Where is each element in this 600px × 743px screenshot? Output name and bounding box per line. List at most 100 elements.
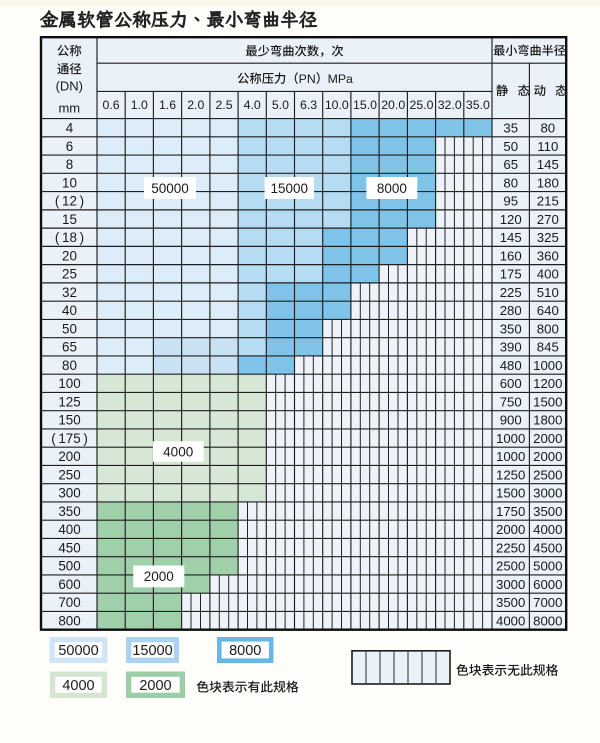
svg-text:900: 900 [500,413,522,428]
svg-text:390: 390 [500,340,522,355]
svg-text:145: 145 [500,230,522,245]
svg-text:10.0: 10.0 [325,98,349,112]
svg-text:1000: 1000 [496,449,525,464]
svg-text:4500: 4500 [533,540,562,555]
svg-text:8000: 8000 [533,613,562,628]
svg-text:4000: 4000 [62,678,94,694]
svg-text:2000: 2000 [144,569,174,584]
svg-text:50000: 50000 [58,643,98,659]
svg-text:2.0: 2.0 [187,98,204,112]
svg-text:845: 845 [537,340,559,355]
svg-text:40: 40 [62,303,77,318]
svg-text:100: 100 [58,376,80,391]
svg-text:1500: 1500 [533,394,562,409]
svg-text:80: 80 [62,358,77,373]
svg-text:25.0: 25.0 [410,98,434,112]
svg-text:225: 225 [500,285,522,300]
svg-text:1.6: 1.6 [159,98,176,112]
svg-text:7000: 7000 [533,595,562,610]
svg-text:MPa: MPa [328,72,353,86]
svg-text:15: 15 [62,212,77,227]
svg-text:270: 270 [537,212,559,227]
svg-text:300: 300 [58,486,80,501]
svg-text:600: 600 [500,376,522,391]
svg-text:1750: 1750 [496,504,525,519]
svg-text:15.0: 15.0 [353,98,377,112]
svg-text:20: 20 [62,248,77,263]
svg-text:500: 500 [58,559,80,574]
svg-text:0.6: 0.6 [103,98,120,112]
svg-text:(DN): (DN) [56,79,83,94]
svg-text:4000: 4000 [496,613,525,628]
svg-text:32.0: 32.0 [438,98,462,112]
svg-text:6000: 6000 [533,577,562,592]
svg-text:200: 200 [58,449,80,464]
svg-text:800: 800 [58,613,80,628]
svg-text:6.3: 6.3 [300,98,317,112]
svg-text:400: 400 [537,267,559,282]
svg-text:35: 35 [503,121,518,136]
svg-text:10: 10 [62,175,77,190]
svg-text:80: 80 [540,121,555,136]
svg-text:325: 325 [537,230,559,245]
svg-text:1000: 1000 [533,358,562,373]
svg-text:80: 80 [503,175,518,190]
svg-text:50: 50 [503,139,518,154]
svg-text:2000: 2000 [139,678,171,694]
svg-text:150: 150 [58,413,80,428]
svg-text:50000: 50000 [151,181,189,196]
svg-text:2.5: 2.5 [215,98,232,112]
svg-text:250: 250 [58,467,80,482]
svg-text:120: 120 [500,212,522,227]
svg-text:360: 360 [537,248,559,263]
svg-text:280: 280 [500,303,522,318]
svg-text:4.0: 4.0 [244,98,261,112]
svg-text:2000: 2000 [533,449,562,464]
svg-text:95: 95 [503,194,518,209]
svg-text:125: 125 [58,394,80,409]
svg-text:2000: 2000 [533,431,562,446]
svg-text:640: 640 [537,303,559,318]
svg-text:32: 32 [62,285,77,300]
svg-text:PN: PN [299,72,316,86]
svg-text:180: 180 [537,175,559,190]
svg-text:mm: mm [58,100,80,115]
svg-text:1500: 1500 [496,486,525,501]
svg-text:1.0: 1.0 [131,98,148,112]
svg-text:350: 350 [58,504,80,519]
svg-text:4000: 4000 [533,522,562,537]
svg-text:800: 800 [537,321,559,336]
svg-text:35.0: 35.0 [466,98,490,112]
svg-text:1000: 1000 [496,431,525,446]
svg-text:15000: 15000 [132,643,172,659]
svg-text:65: 65 [503,157,518,172]
svg-text:750: 750 [500,394,522,409]
svg-text:175: 175 [500,267,522,282]
svg-text:3500: 3500 [533,504,562,519]
svg-text:215: 215 [537,194,559,209]
svg-text:700: 700 [58,595,80,610]
svg-text:8: 8 [66,157,73,172]
svg-text:1250: 1250 [496,467,525,482]
svg-text:1800: 1800 [533,413,562,428]
svg-text:( 18 ): ( 18 ) [55,230,84,245]
svg-text:480: 480 [500,358,522,373]
svg-text:65: 65 [62,340,77,355]
svg-text:510: 510 [537,285,559,300]
svg-text:5.0: 5.0 [272,98,289,112]
svg-text:3000: 3000 [496,577,525,592]
svg-text:15000: 15000 [271,181,309,196]
svg-text:450: 450 [58,540,80,555]
svg-text:4000: 4000 [163,444,193,459]
svg-text:50: 50 [62,321,77,336]
svg-text:2000: 2000 [496,522,525,537]
svg-text:400: 400 [58,522,80,537]
svg-text:( 175 ): ( 175 ) [51,431,88,446]
svg-text:8000: 8000 [377,181,407,196]
svg-text:350: 350 [500,321,522,336]
svg-text:2500: 2500 [496,559,525,574]
svg-text:1200: 1200 [533,376,562,391]
svg-text:20.0: 20.0 [381,98,405,112]
svg-text:( 12 ): ( 12 ) [55,194,84,209]
svg-text:5000: 5000 [533,559,562,574]
